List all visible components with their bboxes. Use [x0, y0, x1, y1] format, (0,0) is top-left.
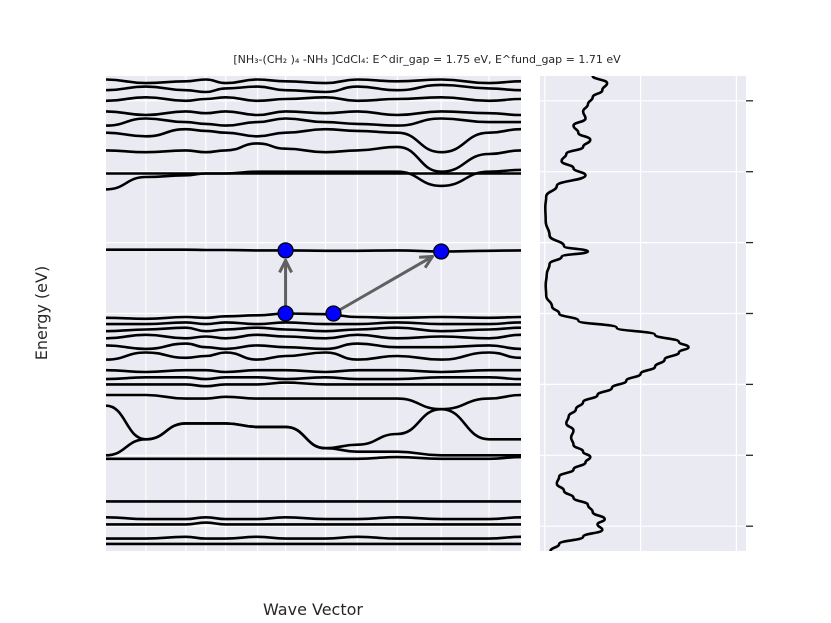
band-8 — [105, 393, 522, 411]
dos-grid — [540, 76, 746, 551]
transition-arrows — [286, 256, 433, 315]
band-10 — [105, 375, 522, 381]
band-15 — [105, 326, 522, 333]
band-12 — [105, 351, 522, 361]
band-lines — [105, 78, 522, 546]
y-axis-label: Energy (eV) — [32, 266, 51, 360]
gap-marker-3 — [433, 243, 450, 260]
band-5 — [106, 455, 522, 461]
band-14 — [105, 333, 522, 340]
band-16 — [105, 321, 522, 326]
band-19 — [105, 168, 522, 191]
band-3 — [105, 515, 522, 521]
dos-y-ticks — [746, 100, 753, 527]
dos-panel — [540, 75, 753, 552]
gap-marker-2 — [325, 305, 342, 322]
band-21 — [105, 142, 522, 174]
gap-marker-0 — [277, 305, 294, 322]
band-26 — [105, 83, 522, 94]
chart-title: [NH₃-(CH₂ )₄ -NH₃ ]CdCl₄: E^dir_gap = 1.… — [233, 53, 621, 66]
band-22 — [105, 127, 522, 154]
band-structure-panel: Wave Vector Energy (eV) — [32, 76, 522, 619]
transition-arrow-1 — [332, 256, 432, 315]
band-25 — [105, 95, 522, 103]
dos-line — [543, 75, 690, 552]
gap-markers — [277, 242, 450, 322]
band-13 — [105, 342, 522, 351]
dos-curve — [543, 75, 690, 552]
gap-marker-1 — [277, 242, 294, 259]
band-27 — [105, 78, 522, 85]
x-axis-label: Wave Vector — [263, 600, 363, 619]
band-11 — [105, 368, 521, 374]
band-2 — [106, 521, 521, 526]
band-9 — [106, 381, 521, 388]
band-24 — [105, 110, 522, 117]
band-23 — [105, 117, 521, 127]
band-1 — [106, 535, 522, 540]
